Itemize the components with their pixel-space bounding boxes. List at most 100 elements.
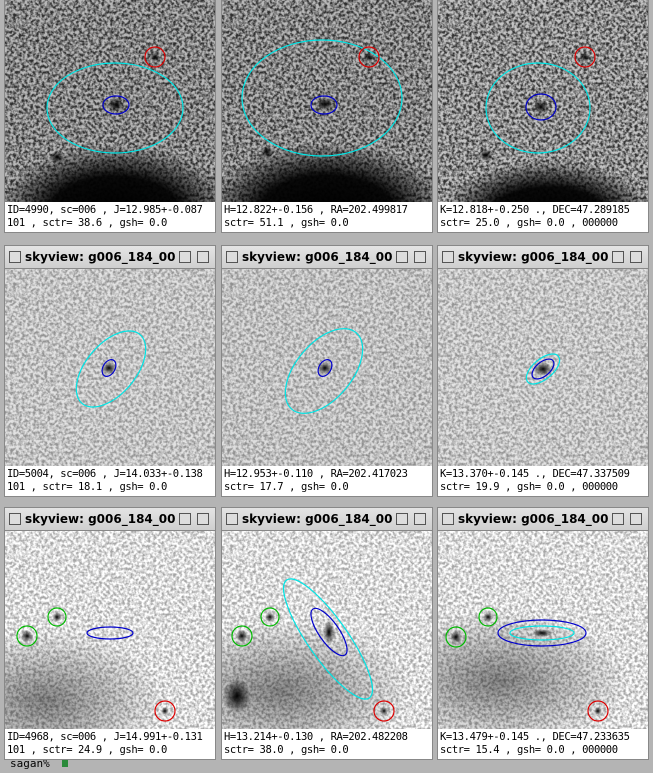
skyview-window: skyview: g006_184_0049 K=13.479+-0.145 .,… bbox=[437, 507, 649, 760]
menu-button bbox=[9, 513, 21, 525]
info-line: sctr= 25.0 , gsh= 0.0 , 000000 bbox=[440, 217, 618, 229]
sky-image bbox=[5, 0, 215, 202]
aperture-ellipse bbox=[260, 607, 280, 627]
source-blob bbox=[534, 362, 552, 376]
source-blob bbox=[52, 612, 62, 622]
aperture-ellipse bbox=[317, 359, 333, 377]
title-bar: skyview: g006_184_0049 bbox=[5, 508, 215, 531]
source-blob bbox=[323, 620, 335, 644]
title-bar: skyview: g006_184_0049 bbox=[438, 508, 648, 531]
title-bar: skyview: g006_184_0050 bbox=[438, 246, 648, 269]
info-panel: K=13.370+-0.145 ., DEC=47.337509 sctr= 19… bbox=[438, 466, 648, 496]
source-blob bbox=[5, 631, 165, 729]
window-title: skyview: g006_184_0050 bbox=[458, 250, 608, 264]
maximize-button bbox=[630, 513, 642, 525]
cursor bbox=[61, 758, 68, 767]
sky-image bbox=[438, 531, 648, 729]
source-blob bbox=[107, 98, 125, 112]
info-line: 101 , sctr= 38.6 , gsh= 0.0 bbox=[7, 217, 167, 229]
source-blob bbox=[364, 52, 374, 62]
info-line: sctr= 19.9 , gsh= 0.0 , 000000 bbox=[440, 481, 618, 493]
source-blob bbox=[316, 97, 334, 111]
iconify-button bbox=[612, 513, 624, 525]
info-line: ID=4990, sc=006 , J=12.985+-0.087 bbox=[7, 204, 203, 216]
info-line: ID=5004, sc=006 , J=14.033+-0.138 bbox=[7, 468, 203, 480]
maximize-button bbox=[630, 251, 642, 263]
aperture-ellipse bbox=[16, 625, 38, 647]
source-blob bbox=[532, 629, 552, 637]
source-blob bbox=[533, 100, 549, 114]
aperture-ellipse bbox=[102, 95, 130, 115]
iconify-button bbox=[396, 513, 408, 525]
info-panel: H=12.822+-0.156 , RA=202.499817 sctr= 51.… bbox=[222, 202, 432, 232]
skyview-window: H=12.822+-0.156 , RA=202.499817 sctr= 51.… bbox=[221, 0, 433, 233]
aperture-ellipse bbox=[373, 700, 395, 722]
sky-image bbox=[222, 0, 432, 202]
aperture-ellipse bbox=[144, 46, 166, 68]
source-blob bbox=[483, 612, 493, 622]
source-blob bbox=[450, 631, 462, 643]
sky-image bbox=[222, 531, 432, 729]
aperture-ellipse bbox=[587, 700, 609, 722]
aperture-ellipse bbox=[525, 353, 561, 385]
window-title: skyview: g006_184_0049 bbox=[242, 512, 392, 526]
aperture-ellipse bbox=[86, 626, 134, 640]
title-bar: skyview: g006_184_0050 bbox=[222, 246, 432, 269]
source-blob bbox=[150, 52, 160, 62]
skyview-window: ID=4990, sc=006 , J=12.985+-0.087 101 , s… bbox=[4, 0, 216, 233]
info-line: sctr= 38.0 , gsh= 0.0 bbox=[224, 744, 349, 756]
info-line: H=12.822+-0.156 , RA=202.499817 bbox=[224, 204, 408, 216]
aperture-ellipse bbox=[231, 625, 253, 647]
source-blob bbox=[594, 707, 602, 715]
info-line: K=13.479+-0.145 ., DEC=47.233635 bbox=[440, 731, 630, 743]
source-blob bbox=[438, 611, 628, 729]
iconify-button bbox=[179, 513, 191, 525]
source-blob bbox=[223, 678, 251, 714]
aperture-ellipse bbox=[531, 358, 555, 380]
menu-button bbox=[226, 251, 238, 263]
info-line: sctr= 15.4 , gsh= 0.0 , 000000 bbox=[440, 744, 618, 756]
aperture-ellipse bbox=[46, 62, 184, 154]
aperture-ellipse bbox=[47, 607, 67, 627]
skyview-window: skyview: g006_184_0050 K=13.370+-0.145 .,… bbox=[437, 245, 649, 497]
skyview-window: K=12.818+-0.250 ., DEC=47.289185 sctr= 25… bbox=[437, 0, 649, 233]
terminal-prompt: sagan% bbox=[10, 757, 68, 770]
source-blob bbox=[102, 362, 116, 374]
source-blob bbox=[21, 630, 33, 642]
title-bar: skyview: g006_184_0049 bbox=[222, 508, 432, 531]
info-panel: ID=5004, sc=006 , J=14.033+-0.138 101 , s… bbox=[5, 466, 215, 496]
maximize-button bbox=[197, 513, 209, 525]
menu-button bbox=[442, 251, 454, 263]
sky-image bbox=[5, 269, 215, 466]
title-bar: skyview: g006_184_0050 bbox=[5, 246, 215, 269]
aperture-ellipse bbox=[478, 607, 498, 627]
aperture-ellipse bbox=[154, 700, 176, 722]
aperture-ellipse bbox=[509, 625, 575, 641]
info-line: 101 , sctr= 24.9 , gsh= 0.0 bbox=[7, 744, 167, 756]
info-line: H=12.953+-0.110 , RA=202.417023 bbox=[224, 468, 408, 480]
source-blob bbox=[479, 149, 493, 161]
sky-image bbox=[438, 0, 648, 202]
sky-image bbox=[222, 269, 432, 466]
iconify-button bbox=[396, 251, 408, 263]
aperture-ellipse bbox=[497, 619, 587, 647]
iconify-button bbox=[612, 251, 624, 263]
info-panel: ID=4968, sc=006 , J=14.991+-0.131 101 , s… bbox=[5, 729, 215, 759]
source-blob bbox=[222, 143, 432, 202]
info-line: sctr= 51.1 , gsh= 0.0 bbox=[224, 217, 349, 229]
aperture-ellipse bbox=[574, 46, 596, 68]
source-blob bbox=[580, 52, 590, 62]
aperture-ellipse bbox=[241, 39, 403, 157]
info-line: ID=4968, sc=006 , J=14.991+-0.131 bbox=[7, 731, 203, 743]
info-line: H=13.214+-0.130 , RA=202.482208 bbox=[224, 731, 408, 743]
source-blob bbox=[443, 160, 648, 202]
aperture-ellipse bbox=[525, 93, 557, 121]
info-line: K=12.818+-0.250 ., DEC=47.289185 bbox=[440, 204, 630, 216]
source-blob bbox=[161, 707, 169, 715]
maximize-button bbox=[197, 251, 209, 263]
menu-button bbox=[442, 513, 454, 525]
aperture-ellipse bbox=[445, 626, 467, 648]
source-blob bbox=[265, 612, 275, 622]
aperture-ellipse bbox=[75, 330, 147, 408]
